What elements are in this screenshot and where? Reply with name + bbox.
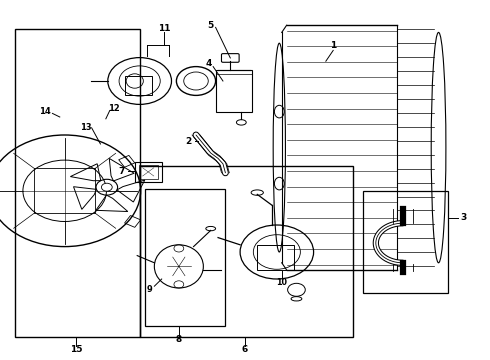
Bar: [145, 189, 225, 326]
Bar: [124, 216, 141, 228]
Text: 4: 4: [205, 58, 212, 68]
Text: 5: 5: [208, 21, 214, 30]
Circle shape: [101, 183, 112, 191]
Bar: [119, 156, 135, 167]
Text: 12: 12: [108, 104, 120, 112]
Text: 9: 9: [147, 284, 153, 294]
Text: 13: 13: [80, 123, 92, 132]
Bar: [135, 162, 162, 182]
Bar: [216, 70, 252, 112]
Text: 10: 10: [276, 278, 287, 287]
Text: 7: 7: [118, 166, 125, 175]
Text: 2: 2: [186, 136, 192, 145]
Bar: [257, 245, 294, 270]
Bar: [139, 165, 158, 179]
Bar: [363, 191, 448, 293]
Text: 3: 3: [460, 213, 466, 222]
Bar: [140, 166, 353, 337]
Text: 6: 6: [242, 346, 248, 354]
Text: 8: 8: [176, 335, 182, 343]
Text: 11: 11: [158, 24, 171, 33]
Bar: [34, 168, 95, 213]
Text: 1: 1: [330, 40, 336, 49]
Text: 15: 15: [70, 346, 82, 354]
Bar: [15, 29, 140, 337]
Text: 14: 14: [39, 107, 51, 116]
Bar: [125, 76, 152, 95]
